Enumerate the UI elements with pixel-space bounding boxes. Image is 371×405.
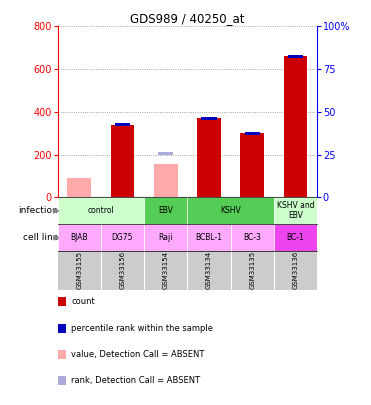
- Text: GSM33156: GSM33156: [119, 251, 125, 290]
- Text: GSM33155: GSM33155: [76, 252, 82, 289]
- Text: BC-1: BC-1: [287, 233, 305, 242]
- Text: infection: infection: [19, 206, 58, 215]
- Text: GSM33134: GSM33134: [206, 251, 212, 290]
- Text: BJAB: BJAB: [70, 233, 88, 242]
- Text: KSHV: KSHV: [220, 206, 241, 215]
- Bar: [201, 117, 217, 120]
- Text: percentile rank within the sample: percentile rank within the sample: [71, 324, 213, 333]
- Text: count: count: [71, 297, 95, 306]
- Text: GSM33136: GSM33136: [293, 251, 299, 290]
- Bar: [274, 224, 317, 251]
- Bar: [101, 224, 144, 251]
- Text: DG75: DG75: [112, 233, 133, 242]
- Bar: [58, 224, 101, 251]
- Bar: [197, 118, 221, 197]
- Bar: [154, 164, 178, 197]
- Text: KSHV and
EBV: KSHV and EBV: [277, 201, 314, 220]
- Bar: [274, 197, 317, 224]
- Text: value, Detection Call = ABSENT: value, Detection Call = ABSENT: [71, 350, 205, 359]
- Text: BCBL-1: BCBL-1: [196, 233, 223, 242]
- Bar: [144, 197, 187, 224]
- Text: rank, Detection Call = ABSENT: rank, Detection Call = ABSENT: [71, 376, 200, 385]
- Bar: [158, 152, 173, 155]
- Bar: [187, 224, 231, 251]
- Bar: [245, 132, 260, 135]
- Bar: [240, 133, 264, 197]
- Bar: [284, 56, 308, 197]
- Title: GDS989 / 40250_at: GDS989 / 40250_at: [130, 12, 244, 25]
- Bar: [111, 125, 134, 197]
- Bar: [144, 224, 187, 251]
- Bar: [231, 224, 274, 251]
- Bar: [288, 55, 303, 58]
- Text: Raji: Raji: [158, 233, 173, 242]
- Bar: [187, 197, 274, 224]
- Text: cell line: cell line: [23, 233, 58, 242]
- Bar: [67, 178, 91, 197]
- Text: GSM33154: GSM33154: [163, 252, 169, 289]
- Text: GSM33135: GSM33135: [249, 251, 255, 290]
- Text: control: control: [88, 206, 114, 215]
- Text: BC-3: BC-3: [243, 233, 261, 242]
- Bar: [115, 123, 130, 126]
- Text: EBV: EBV: [158, 206, 173, 215]
- Bar: [58, 197, 144, 224]
